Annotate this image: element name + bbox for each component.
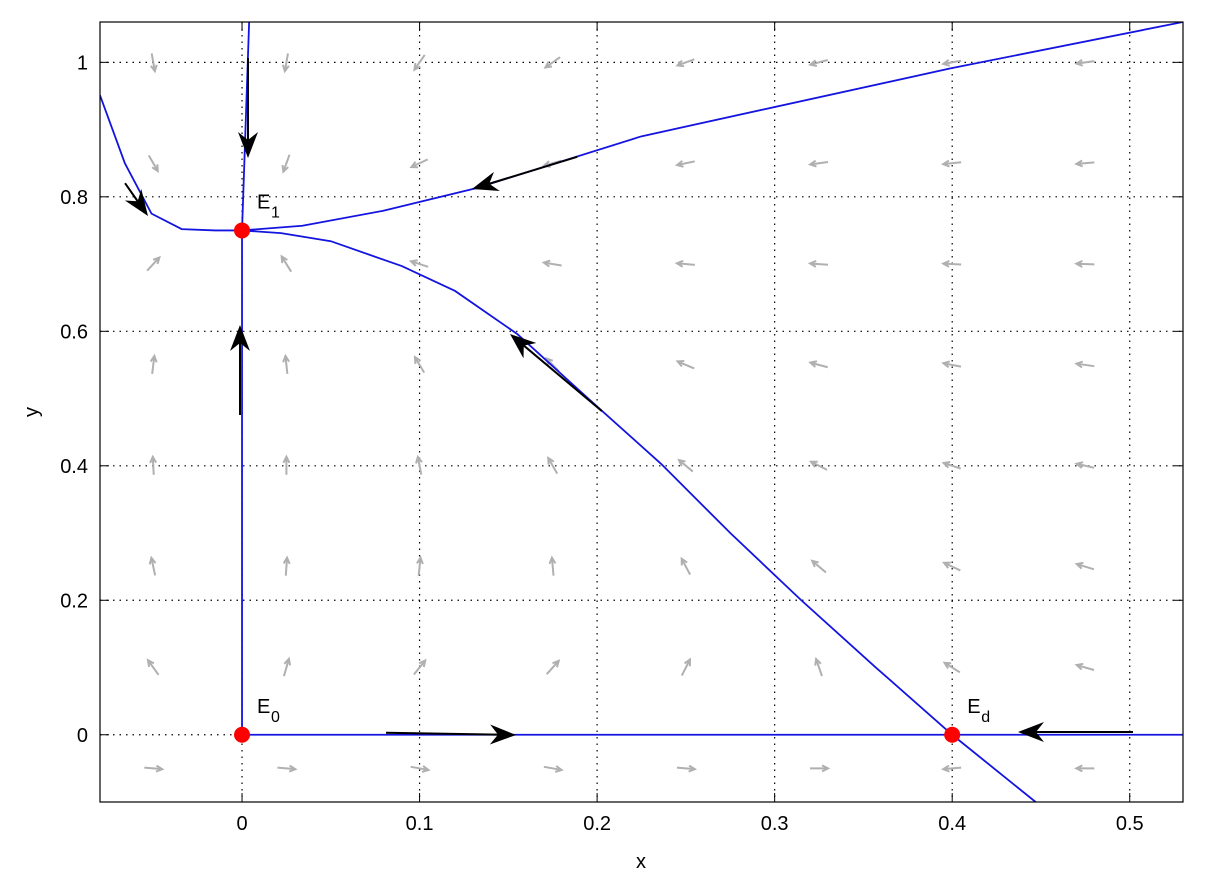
field-arrow [543, 56, 561, 69]
field-arrow [149, 454, 157, 475]
field-arrow [808, 59, 828, 67]
direction-arrow [472, 155, 578, 191]
field-arrow [814, 656, 823, 677]
axes-box [99, 21, 1184, 803]
field-arrow [147, 154, 159, 173]
point-label-subscript: d [981, 709, 990, 726]
field-arrow [680, 556, 691, 576]
x-tick-label: 0.5 [1116, 813, 1144, 835]
field-arrow [941, 159, 962, 168]
field-arrow [415, 454, 423, 475]
direction-arrow [386, 724, 516, 745]
point-label-subscript: 1 [271, 204, 280, 221]
field-arrow [282, 353, 290, 374]
field-arrow [675, 58, 695, 68]
field-arrow [1074, 561, 1095, 571]
y-tick-label: 1 [77, 52, 88, 74]
point-label: E [257, 191, 270, 213]
x-tick-label: 0.1 [406, 813, 434, 835]
field-arrow [1074, 461, 1095, 469]
field-arrow [1074, 58, 1095, 67]
field-arrow [1074, 260, 1095, 268]
field-arrow [807, 159, 829, 168]
field-arrow [543, 765, 564, 773]
field-arrow [149, 353, 158, 374]
field-arrow [810, 559, 827, 574]
field-arrow [941, 461, 962, 470]
field-arrow [674, 259, 695, 268]
equilibrium-point [234, 726, 251, 743]
field-arrow [675, 359, 695, 370]
x-tick-label: 0.3 [761, 813, 789, 835]
field-arrow [413, 658, 427, 676]
field-arrow [281, 53, 290, 74]
field-arrow [541, 259, 562, 268]
field-arrow [148, 555, 157, 576]
field-arrow [808, 360, 828, 369]
point-label-subscript: 0 [271, 709, 280, 726]
field-arrow [282, 454, 291, 475]
plot-area [100, 22, 1183, 802]
field-arrow [409, 158, 429, 169]
field-arrow [940, 259, 962, 268]
field-arrow [941, 59, 962, 67]
field-arrow [545, 659, 561, 675]
field-arrow [942, 561, 961, 572]
field-arrow [677, 458, 694, 473]
y-tick-label: 0.8 [60, 187, 88, 209]
field-arrow [280, 254, 293, 273]
y-tick-label: 0.4 [60, 456, 88, 478]
y-axis-label: y [21, 407, 43, 417]
point-label: E [257, 696, 270, 718]
field-arrow [807, 259, 829, 268]
x-tick-label: 0.4 [938, 813, 966, 835]
field-arrow [810, 764, 831, 773]
field-arrow [413, 54, 426, 72]
y-tick-label: 0.6 [60, 321, 88, 343]
field-arrow [674, 160, 695, 168]
field-arrow [941, 360, 962, 369]
field-arrow [277, 764, 298, 773]
direction-arrow [238, 58, 258, 158]
trajectory [100, 94, 243, 232]
field-arrow [410, 765, 431, 773]
field-arrow [146, 658, 160, 676]
field-arrow [1074, 159, 1095, 168]
field-arrow [282, 555, 291, 576]
direction-arrow [124, 182, 148, 216]
point-label: E [967, 696, 980, 718]
field-arrow [416, 555, 424, 576]
field-arrow [1074, 662, 1095, 671]
flow-arrows [124, 58, 1133, 745]
direction-arrow [510, 334, 603, 412]
x-tick-label: 0 [236, 813, 247, 835]
field-arrow [1074, 360, 1095, 369]
field-arrow [547, 456, 559, 475]
direction-arrow [1018, 722, 1133, 742]
field-arrow [676, 764, 698, 773]
field-arrow [809, 460, 828, 471]
direction-arrow [230, 325, 250, 415]
field-arrow [150, 53, 158, 74]
y-tick-label: 0.2 [60, 590, 88, 612]
field-arrow [281, 154, 291, 174]
x-tick-label: 0.2 [583, 813, 611, 835]
field-arrow [408, 259, 429, 268]
field-arrow [146, 255, 161, 272]
field-arrow [282, 656, 292, 677]
field-arrow [548, 555, 557, 576]
field-arrow [144, 764, 165, 773]
field-arrow [942, 661, 961, 674]
equilibrium-point [234, 222, 251, 239]
x-axis-label: x [636, 851, 646, 873]
field-arrow [941, 764, 962, 773]
field-arrow [680, 657, 691, 676]
equilibrium-point [944, 726, 961, 743]
field-arrow [1074, 764, 1095, 773]
field-arrow [413, 355, 426, 374]
y-tick-label: 0 [77, 725, 88, 747]
